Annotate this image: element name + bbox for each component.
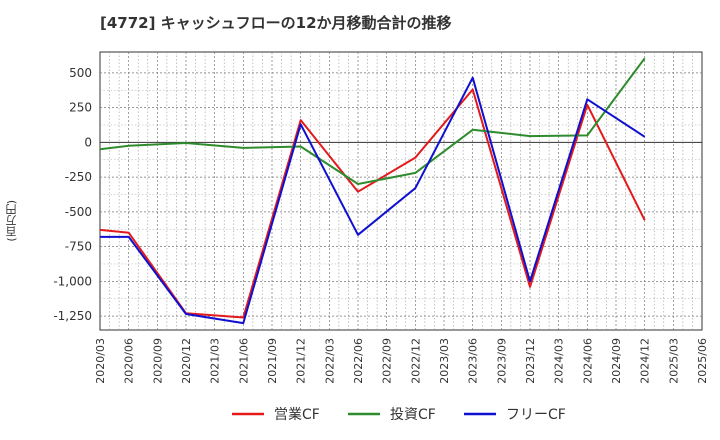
x-tick-label: 2022/03: [323, 338, 336, 384]
x-tick-label: 2021/09: [266, 338, 279, 384]
y-tick-label: 250: [69, 101, 92, 115]
plot-area: [99, 51, 703, 331]
y-tick-label: -1,250: [53, 309, 92, 323]
x-tick-label: 2020/12: [180, 338, 193, 384]
x-tick-label: 2021/06: [237, 338, 250, 384]
x-tick-label: 2025/06: [696, 338, 709, 384]
x-tick-label: 2025/03: [667, 338, 680, 384]
x-tick-label: 2021/03: [209, 338, 222, 384]
chart-title: [4772] キャッシュフローの12か月移動合計の推移: [100, 14, 452, 32]
legend-label: 営業CF: [274, 407, 320, 423]
series-line: [99, 88, 646, 319]
x-tick-label: 2020/06: [123, 338, 136, 384]
x-tick-label: 2024/12: [639, 338, 652, 384]
grid-layer: [99, 51, 703, 331]
x-tick-label: 2024/06: [581, 338, 594, 384]
x-tick-label: 2022/06: [352, 338, 365, 384]
x-tick-label: 2024/09: [610, 338, 623, 384]
x-tick-label: 2023/06: [467, 338, 480, 384]
legend: 営業CF 投資CF フリーCF: [232, 407, 566, 423]
x-tick-label: 2024/03: [553, 338, 566, 384]
x-tick-label: 2023/12: [524, 338, 537, 384]
axis-layer: 500 250 0 -250 -500 -750 -1,000 -1,250 2020/03 20…: [53, 66, 709, 384]
y-tick-label: 500: [69, 66, 92, 80]
x-tick-label: 2021/12: [295, 338, 308, 384]
y-tick-label: 0: [84, 135, 92, 149]
y-tick-label: -750: [65, 240, 92, 254]
x-tick-label: 2023/09: [495, 338, 508, 384]
y-tick-label: -1,000: [53, 274, 92, 288]
series-line: [100, 76, 646, 325]
x-tick-label: 2022/12: [409, 338, 422, 384]
y-tick-label: -500: [65, 205, 92, 219]
series-line: [99, 57, 646, 185]
y-tick-label: -250: [65, 170, 92, 184]
series-layer: [99, 57, 646, 325]
x-tick-label: 2020/09: [151, 338, 164, 384]
x-tick-label: 2020/03: [94, 338, 107, 384]
legend-label: 投資CF: [390, 407, 436, 423]
x-tick-label: 2023/03: [438, 338, 451, 384]
x-tick-label: 2022/09: [381, 338, 394, 384]
legend-label: フリーCF: [506, 407, 566, 423]
